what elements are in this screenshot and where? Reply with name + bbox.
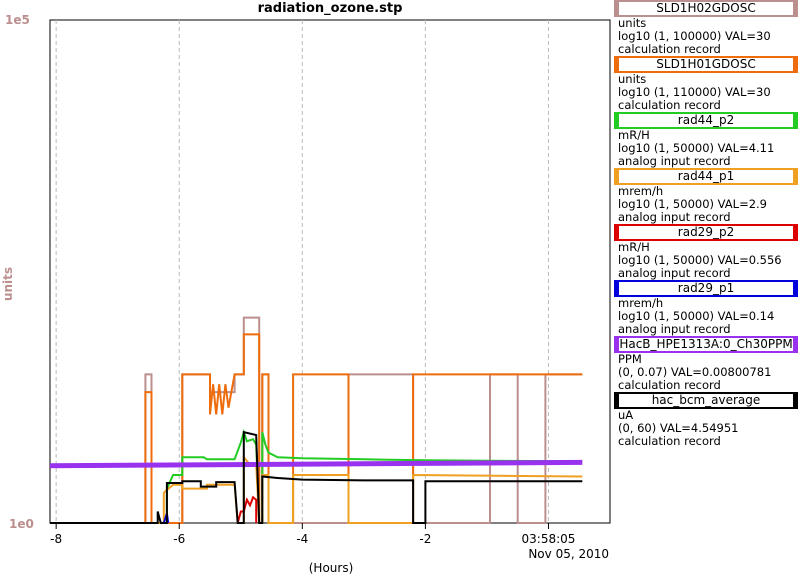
legend-range: log10 (1, 50000) VAL=2.9 bbox=[618, 197, 767, 211]
legend-name-button[interactable]: SLD1H01GDOSC bbox=[614, 56, 798, 73]
legend-name-button[interactable]: rad44_p2 bbox=[614, 112, 798, 129]
x-tick-label-3: -2 bbox=[419, 532, 431, 546]
legend-entry-5: rad29_p1 mrem/h log10 (1, 50000) VAL=0.14 a… bbox=[614, 280, 800, 336]
legend-range: (0, 0.07) VAL=0.00800781 bbox=[618, 365, 772, 379]
chart-area: -8 -6 -4 -2 03:58:05 1e5 1e0 units Nov 05, 2… bbox=[1, 13, 611, 575]
legend-entry-1: SLD1H01GDOSC units log10 (1, 110000) VAL=3… bbox=[614, 56, 800, 112]
legend-record-type: calculation record bbox=[618, 98, 721, 112]
legend-record-type: calculation record bbox=[618, 42, 721, 56]
y-axis-bottom-label: 1e0 bbox=[9, 517, 34, 531]
series-line-1 bbox=[50, 333, 583, 524]
legend-record-type: analog input record bbox=[618, 266, 731, 280]
plot-frame bbox=[49, 19, 611, 524]
legend-entry-3: rad44_p1 mrem/h log10 (1, 50000) VAL=2.9 an… bbox=[614, 168, 800, 224]
legend-name-button[interactable]: rad29_p2 bbox=[614, 224, 798, 241]
x-tick-label-1: -6 bbox=[173, 532, 185, 546]
axis-layer: -8 -6 -4 -2 03:58:05 bbox=[50, 523, 575, 546]
legend-units: units bbox=[618, 16, 647, 30]
legend-record-type: calculation record bbox=[618, 434, 721, 448]
legend-units: units bbox=[618, 72, 647, 86]
legend-name-button[interactable]: rad29_p1 bbox=[614, 280, 798, 297]
legend-range: log10 (1, 50000) VAL=0.556 bbox=[618, 253, 782, 267]
legend-units: uA bbox=[618, 408, 634, 422]
legend-name-button[interactable]: SLD1H02GDOSC bbox=[614, 0, 798, 17]
series-layer bbox=[49, 316, 583, 524]
legend-record-type: analog input record bbox=[618, 322, 731, 336]
legend-record-type: calculation record bbox=[618, 378, 721, 392]
legend-range: log10 (1, 50000) VAL=4.11 bbox=[618, 141, 775, 155]
legend: SLD1H02GDOSC units log10 (1, 100000) VAL=3… bbox=[614, 0, 800, 448]
x-tick-label-2: -4 bbox=[296, 532, 308, 546]
x-axis-date-label: Nov 05, 2010 bbox=[528, 547, 609, 561]
legend-units: mrem/h bbox=[618, 296, 664, 310]
legend-range: (0, 60) VAL=4.54951 bbox=[618, 421, 739, 435]
legend-entry-7: hac_bcm_average uA (0, 60) VAL=4.54951 calc… bbox=[614, 392, 800, 448]
legend-record-type: analog input record bbox=[618, 210, 731, 224]
x-axis-label: (Hours) bbox=[309, 561, 354, 575]
x-tick-label-4: 03:58:05 bbox=[522, 532, 576, 546]
legend-entry-2: rad44_p2 mR/H log10 (1, 50000) VAL=4.11 ana… bbox=[614, 112, 800, 168]
legend-units: PPM bbox=[618, 352, 642, 366]
y-axis-label: units bbox=[1, 267, 15, 301]
legend-units: mR/H bbox=[618, 240, 650, 254]
series-line-6 bbox=[49, 459, 583, 469]
legend-units: mrem/h bbox=[618, 184, 664, 198]
legend-entry-6: HacB_HPE1313A:0_Ch30PPM PPM (0, 0.07) VAL=… bbox=[614, 336, 800, 392]
legend-record-type: analog input record bbox=[618, 154, 731, 168]
series-line-2 bbox=[50, 428, 583, 524]
series-line-4 bbox=[236, 495, 258, 524]
legend-range: log10 (1, 100000) VAL=30 bbox=[618, 29, 771, 43]
legend-name-button[interactable]: hac_bcm_average bbox=[614, 392, 798, 409]
legend-range: log10 (1, 110000) VAL=30 bbox=[618, 85, 771, 99]
legend-name-button[interactable]: HacB_HPE1313A:0_Ch30PPM bbox=[614, 336, 798, 353]
series-line-7 bbox=[50, 430, 583, 524]
x-tick-label-0: -8 bbox=[50, 532, 62, 546]
legend-units: mR/H bbox=[618, 128, 650, 142]
legend-entry-4: rad29_p2 mR/H log10 (1, 50000) VAL=0.556 an… bbox=[614, 224, 800, 280]
legend-entry-0: SLD1H02GDOSC units log10 (1, 100000) VAL=3… bbox=[614, 0, 800, 56]
legend-name-button[interactable]: rad44_p1 bbox=[614, 168, 798, 185]
chart-title: radiation_ozone.stp bbox=[257, 1, 403, 16]
y-axis-top-label: 1e5 bbox=[5, 13, 30, 27]
legend-range: log10 (1, 50000) VAL=0.14 bbox=[618, 309, 775, 323]
